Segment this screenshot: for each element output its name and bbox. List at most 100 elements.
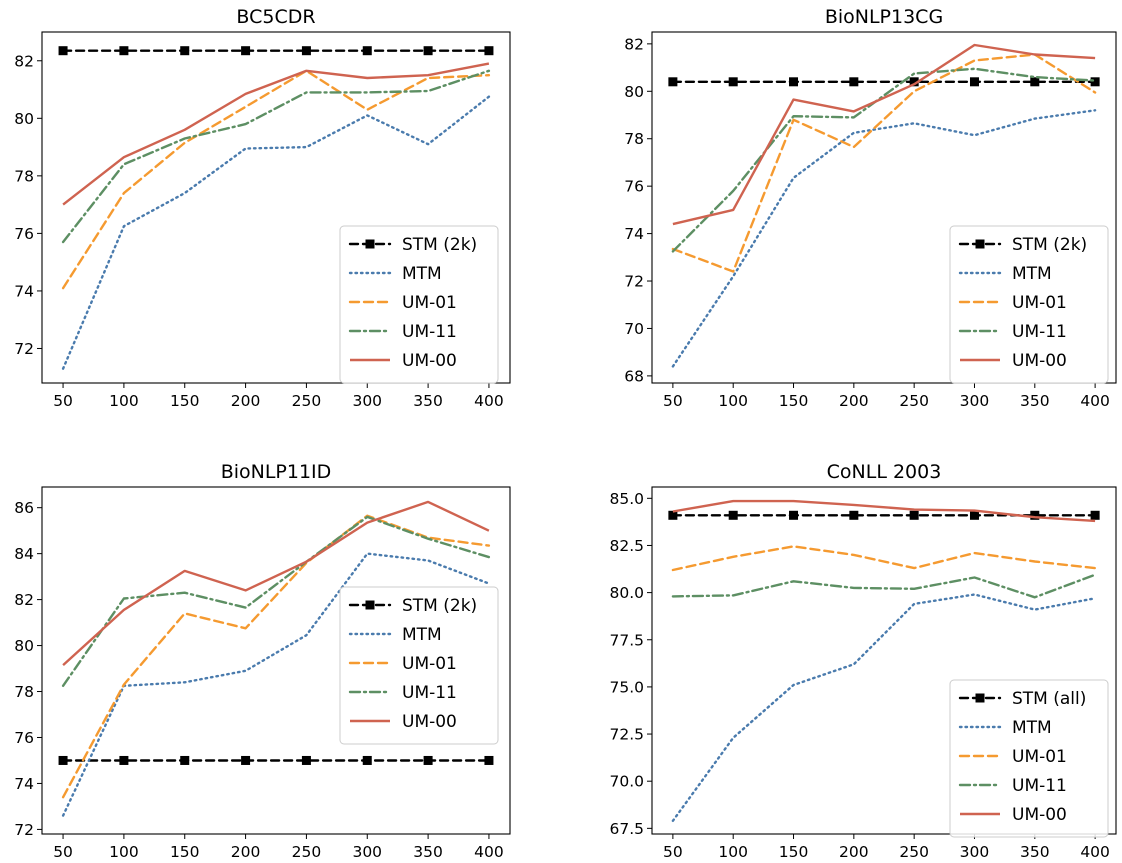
- legend-label: STM (2k): [402, 596, 477, 616]
- chart-panel-4: CoNLL 2003 50 100 150 200 250 300 350 400 67.5 70.…: [609, 461, 1117, 861]
- legend-marker: [975, 239, 985, 249]
- legend-box: [339, 586, 499, 745]
- legend-label: UM-00: [402, 351, 457, 371]
- plot-frame: [41, 31, 511, 384]
- y-tick-label: 82: [14, 591, 34, 609]
- series-line-um11: [671, 67, 1097, 253]
- chart-title: BioNLP11ID: [221, 461, 332, 483]
- y-tick-label: 80: [14, 637, 34, 655]
- x-tick-label: 50: [53, 843, 73, 861]
- x-tick-label: 400: [474, 392, 504, 410]
- series-line-um00: [62, 62, 490, 206]
- legend-label: UM-01: [402, 654, 457, 674]
- series-point-stm: [58, 755, 68, 765]
- legend-label: MTM: [1012, 264, 1052, 284]
- legend-label: UM-01: [1012, 293, 1067, 313]
- legend-label: STM (2k): [1012, 235, 1087, 255]
- series-point-stm: [484, 755, 494, 765]
- y-tick-label: 82: [624, 35, 644, 53]
- x-tick-label: 150: [779, 392, 809, 410]
- legend-label: MTM: [402, 264, 442, 284]
- x-tick-label: 100: [109, 843, 139, 861]
- series-line-um00: [672, 499, 1096, 523]
- chart-title: CoNLL 2003: [827, 461, 942, 483]
- y-tick-label: 70.0: [609, 773, 644, 791]
- series-point-stm: [58, 46, 68, 56]
- series-line-mtm: [61, 95, 491, 370]
- x-tick-label: 350: [1020, 843, 1050, 861]
- y-tick-label: 86: [14, 499, 34, 517]
- series-point-stm: [789, 510, 799, 520]
- series-point-stm: [969, 510, 979, 520]
- y-tick-label: 78: [624, 130, 644, 148]
- y-tick-label: 74: [14, 775, 34, 793]
- series-point-stm: [301, 755, 311, 765]
- chart-panel-3: BioNLP11ID 50 100 150 200 250 300 350 400 72 74 76 7…: [14, 461, 511, 861]
- y-tick-label: 84: [14, 545, 34, 563]
- series-point-stm: [668, 77, 678, 87]
- plot-frame: [651, 31, 1117, 384]
- legend-marker: [365, 239, 375, 249]
- series-point-stm: [119, 46, 129, 56]
- series-line-um11: [671, 573, 1097, 599]
- chart-title: BC5CDR: [236, 6, 315, 28]
- chart-panel-2: BioNLP13CG 50 100 150 200 250 300 350 400 68 70 72 7…: [624, 6, 1117, 410]
- series-line-um01: [61, 69, 491, 290]
- series-point-stm: [180, 755, 190, 765]
- legend: STM (2k) MTM UM-01 UM-11 UM-00: [339, 225, 499, 384]
- x-tick-label: 400: [1080, 392, 1110, 410]
- x-tick-label: 200: [231, 392, 261, 410]
- x-tick-label: 250: [292, 392, 322, 410]
- y-tick-label: 77.5: [609, 631, 644, 649]
- legend-box: [949, 225, 1109, 384]
- legend-label: UM-00: [1012, 805, 1067, 825]
- series-point-stm: [1090, 77, 1100, 87]
- y-tick-label: 82: [14, 52, 34, 70]
- legend-label: MTM: [1012, 718, 1052, 738]
- legend: STM (2k) MTM UM-01 UM-11 UM-00: [949, 225, 1109, 384]
- series-point-stm: [969, 77, 979, 87]
- x-tick-label: 250: [899, 392, 929, 410]
- legend: STM (2k) MTM UM-01 UM-11 UM-00: [339, 586, 499, 745]
- legend-label: UM-00: [1012, 351, 1067, 371]
- y-tick-label: 80: [624, 83, 644, 101]
- legend-label: UM-11: [402, 322, 457, 342]
- x-tick-label: 350: [413, 392, 443, 410]
- legend-label: UM-11: [1012, 322, 1067, 342]
- y-tick-label: 75.0: [609, 678, 644, 696]
- series-point-stm: [909, 510, 919, 520]
- x-tick-label: 100: [718, 392, 748, 410]
- legend-label: STM (2k): [402, 235, 477, 255]
- x-tick-label: 100: [718, 843, 748, 861]
- x-tick-label: 250: [899, 843, 929, 861]
- x-tick-label: 200: [839, 392, 869, 410]
- series-point-stm: [668, 510, 678, 520]
- x-tick-label: 100: [109, 392, 139, 410]
- series-line-um11: [61, 515, 491, 687]
- legend-label: MTM: [402, 625, 442, 645]
- y-tick-label: 68: [624, 367, 644, 385]
- y-tick-label: 80: [14, 110, 34, 128]
- x-tick-label: 400: [474, 843, 504, 861]
- series-point-stm: [362, 46, 372, 56]
- series-point-stm: [362, 755, 372, 765]
- y-tick-label: 72.5: [609, 726, 644, 744]
- legend: STM (all) MTM UM-01 UM-11 UM-00: [949, 679, 1109, 838]
- legend-label: UM-00: [402, 712, 457, 732]
- legend-box: [949, 679, 1109, 838]
- x-tick-label: 250: [292, 843, 322, 861]
- series-line-mtm: [671, 593, 1097, 822]
- series-line-um00: [62, 500, 490, 666]
- y-tick-label: 76: [14, 225, 34, 243]
- plot-frame: [41, 486, 511, 835]
- series-point-stm: [728, 77, 738, 87]
- y-tick-label: 72: [624, 273, 644, 291]
- y-tick-label: 82.5: [609, 537, 644, 555]
- x-tick-label: 300: [352, 392, 382, 410]
- x-tick-label: 200: [231, 843, 261, 861]
- legend-label: UM-11: [1012, 776, 1067, 796]
- series-point-stm: [1030, 77, 1040, 87]
- x-tick-label: 200: [839, 843, 869, 861]
- chart-panel-1: BC5CDR 50 100 150 200 250 300 350 400 72 74 76 78 80 8…: [14, 6, 511, 410]
